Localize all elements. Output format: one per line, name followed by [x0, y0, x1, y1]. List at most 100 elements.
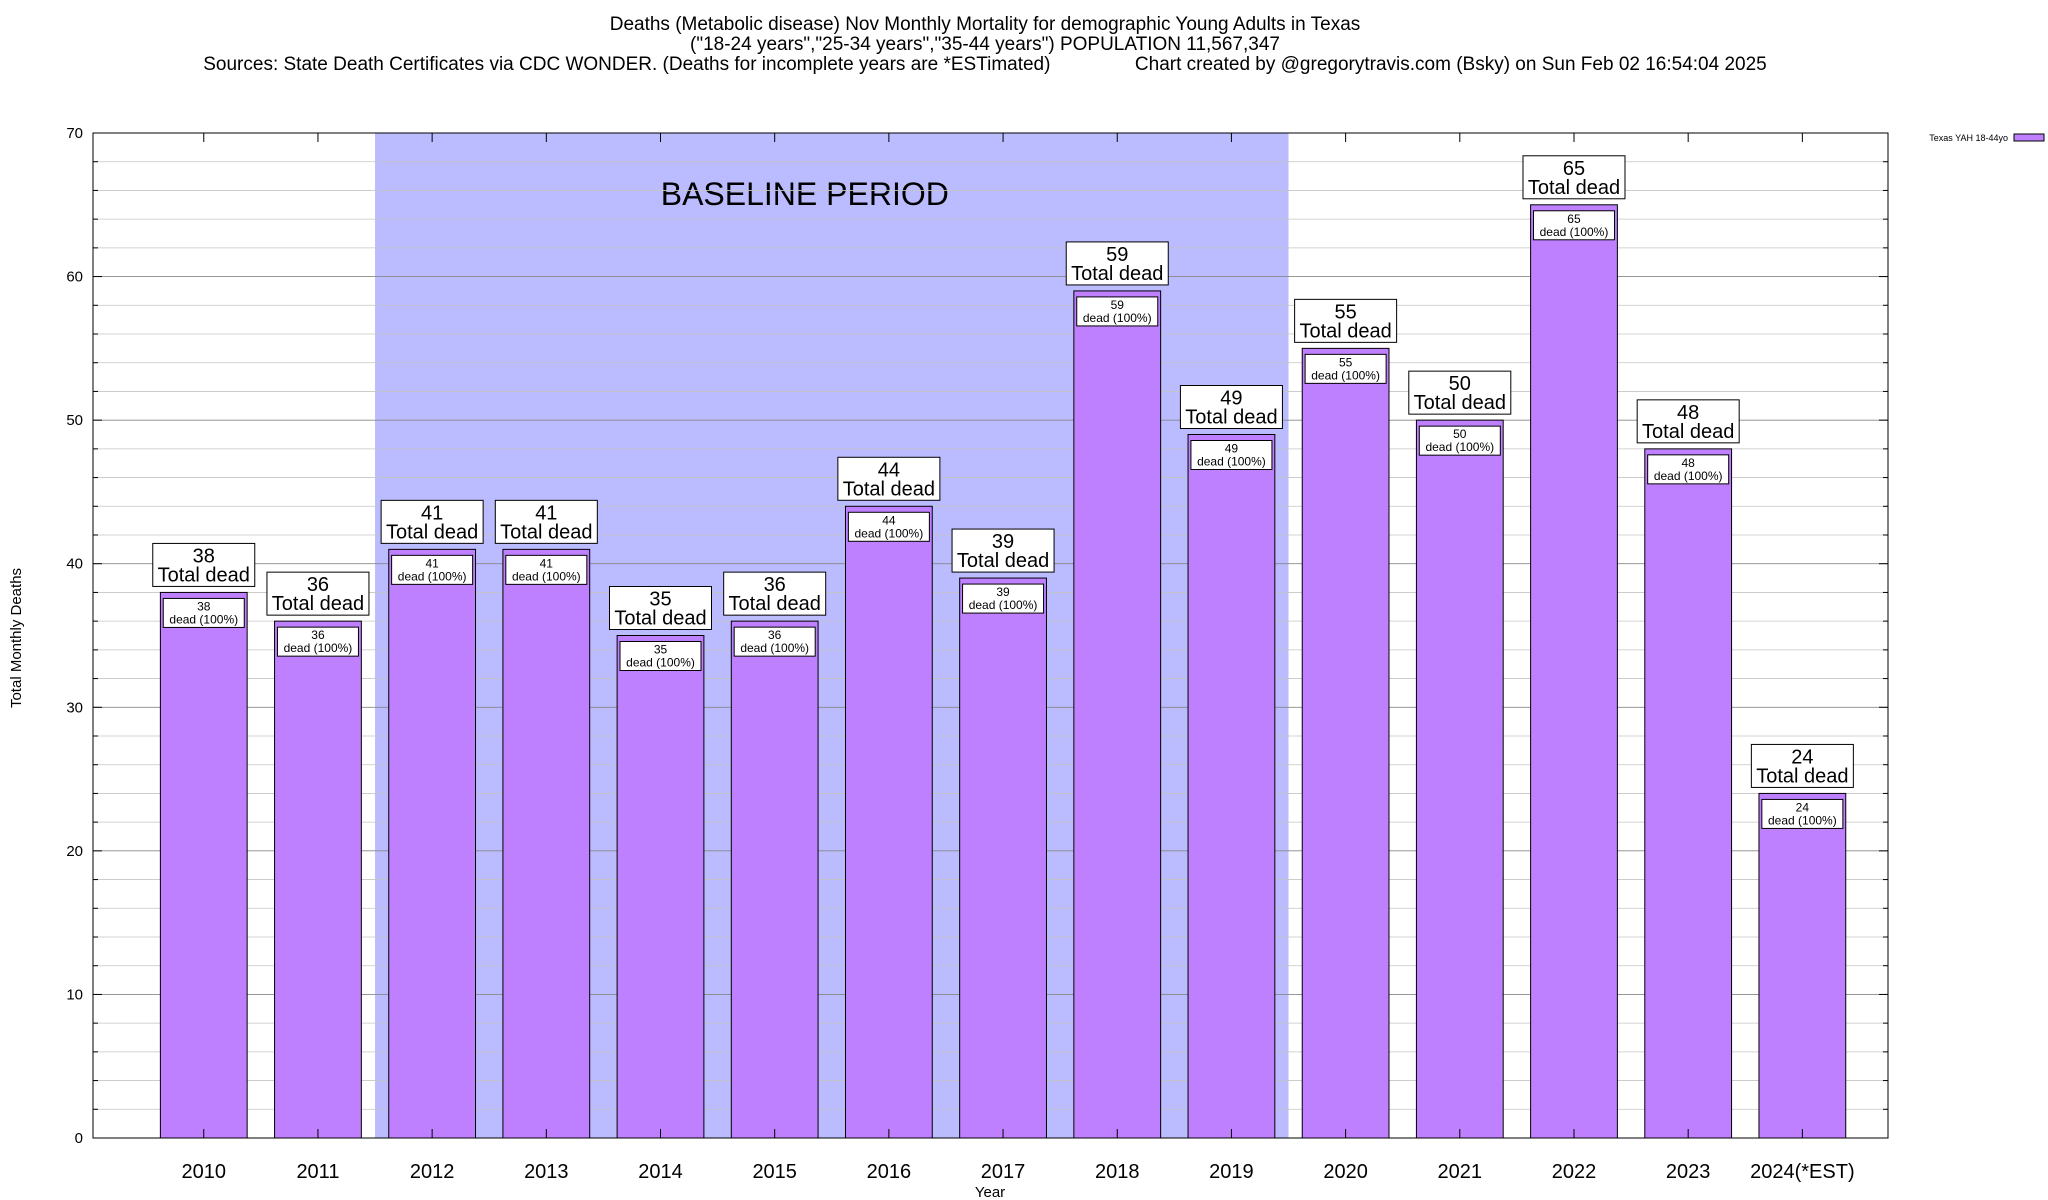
bar-inner-dead-label: dead (100%): [1083, 311, 1152, 325]
bar-inner-dead-label: dead (100%): [398, 569, 467, 583]
bar-inner-value-label: 35: [654, 643, 668, 657]
bar-inner-dead-label: dead (100%): [1768, 813, 1837, 827]
bar-inner-value-label: 49: [1225, 442, 1239, 456]
x-tick-label: 2021: [1438, 1161, 1483, 1183]
bar-inner-label-box: [1304, 353, 1387, 384]
bar-inner-dead-label: dead (100%): [1197, 455, 1266, 469]
bar: [502, 548, 591, 1139]
plot-frame: [92, 132, 1889, 1139]
bar: [1187, 434, 1276, 1139]
bar-total-label-box: [723, 571, 827, 616]
bar-inner-value-label: 48: [1681, 456, 1695, 470]
bar-total-dead-label: Total dead: [729, 593, 821, 615]
x-tick-label: 2010: [182, 1161, 227, 1183]
bar-total-dead-label: Total dead: [957, 550, 1049, 572]
bar-total-dead-label: Total dead: [1756, 765, 1848, 787]
bar-total-label-box: [380, 499, 484, 544]
bar-total-dead-label: Total dead: [1414, 392, 1506, 414]
bar-total-label-box: [266, 571, 370, 616]
bar-total-label-box: [1065, 241, 1169, 286]
x-tick-label: 2022: [1552, 1161, 1597, 1183]
bar-total-value-label: 59: [1106, 244, 1128, 266]
bar: [274, 620, 362, 1139]
bar-total-value-label: 41: [535, 502, 557, 524]
bar-total-label-box: [1522, 155, 1626, 200]
bar: [730, 620, 819, 1139]
bar-total-label-box: [1636, 399, 1740, 444]
x-tick-label: 2024(*EST): [1750, 1161, 1855, 1183]
bar-inner-value-label: 41: [540, 556, 554, 570]
bar-inner-dead-label: dead (100%): [1654, 469, 1723, 483]
x-tick-label: 2013: [524, 1161, 569, 1183]
bar-total-label-box: [1179, 385, 1283, 429]
bar-inner-dead-label: dead (100%): [855, 526, 924, 540]
bar-total-dead-label: Total dead: [272, 593, 364, 615]
bar-inner-value-label: 39: [996, 585, 1010, 599]
bar: [159, 591, 248, 1139]
legend: Texas YAH 18-44yo: [1929, 133, 2045, 143]
bar-inner-dead-label: dead (100%): [284, 641, 353, 655]
bar-inner-value-label: 59: [1111, 298, 1125, 312]
bar-inner-label-box: [1647, 454, 1730, 485]
x-axis-title: Year: [975, 1184, 1005, 1200]
bar-total-label-box: [609, 586, 713, 630]
title-line-3: Sources: State Death Certificates via CD…: [203, 54, 1767, 75]
bar-inner-label-box: [505, 554, 588, 585]
bar-inner-dead-label: dead (100%): [1425, 440, 1494, 454]
bar-inner-label-box: [1418, 425, 1501, 456]
bar: [1644, 448, 1733, 1139]
bar-inner-dead-label: dead (100%): [626, 656, 695, 670]
bar-inner-dead-label: dead (100%): [1311, 368, 1380, 382]
bar: [1530, 204, 1618, 1139]
bar-total-dead-label: Total dead: [614, 608, 706, 630]
bar: [844, 505, 933, 1139]
bar-inner-value-label: 41: [425, 556, 439, 570]
bar-inner-value-label: 55: [1339, 355, 1353, 369]
bar-total-value-label: 41: [421, 502, 443, 524]
bar-inner-label-box: [391, 554, 474, 585]
bar-inner-value-label: 65: [1567, 212, 1581, 226]
y-axis-title: Total Monthly Deaths: [8, 568, 25, 708]
bar-inner-value-label: 44: [882, 513, 896, 527]
bar-total-value-label: 24: [1791, 746, 1813, 768]
bar-total-value-label: 36: [764, 574, 786, 596]
bar-inner-label-box: [1761, 798, 1844, 829]
bar: [1415, 419, 1504, 1139]
chart-title: Deaths (Metabolic disease) Nov Monthly M…: [203, 14, 1767, 75]
bar-inner-value-label: 38: [197, 599, 211, 613]
bar-inner-dead-label: dead (100%): [1540, 225, 1609, 239]
y-axis-ticks: 0 10 20 30 40 50 60 70: [66, 125, 1888, 1147]
bar-total-value-label: 36: [307, 574, 329, 596]
bar-total-dead-label: Total dead: [1528, 177, 1620, 199]
bar-total-dead-label: Total dead: [386, 521, 478, 543]
bar: [1073, 290, 1162, 1139]
bar: [616, 635, 705, 1139]
bar-total-label-box: [951, 528, 1055, 573]
bar-inner-label-box: [1532, 210, 1615, 241]
bar-total-value-label: 65: [1563, 158, 1585, 180]
bar-inner-label-box: [1190, 440, 1273, 470]
bar-total-value-label: 38: [193, 545, 215, 567]
bar-total-label-box: [152, 542, 256, 587]
y-tick-label: 10: [66, 986, 83, 1003]
bar-total-value-label: 44: [878, 459, 900, 481]
y-tick-label: 60: [66, 269, 83, 286]
x-tick-label: 2020: [1323, 1161, 1368, 1183]
bar: [1758, 792, 1847, 1139]
legend-swatch: [2013, 133, 2045, 142]
bar-inner-dead-label: dead (100%): [740, 641, 809, 655]
bar-total-label-box: [1750, 743, 1854, 788]
x-axis-ticks: 2010 2011 2012 2013 2014 2015 2016 2017 2018 2019…: [182, 133, 1855, 1183]
bar-inner-label-box: [962, 583, 1045, 614]
y-tick-label: 70: [66, 125, 83, 142]
bar-total-value-label: 39: [992, 531, 1014, 553]
bar-total-label-box: [494, 499, 598, 544]
bar-inner-value-label: 36: [311, 628, 325, 642]
bar-total-dead-label: Total dead: [1299, 320, 1391, 342]
y-tick-label: 30: [66, 699, 83, 716]
title-line-2: ("18-24 years","25-34 years","35-44 year…: [690, 34, 1280, 55]
y-tick-label: 0: [75, 1130, 83, 1147]
bar-inner-label-box: [276, 626, 359, 657]
